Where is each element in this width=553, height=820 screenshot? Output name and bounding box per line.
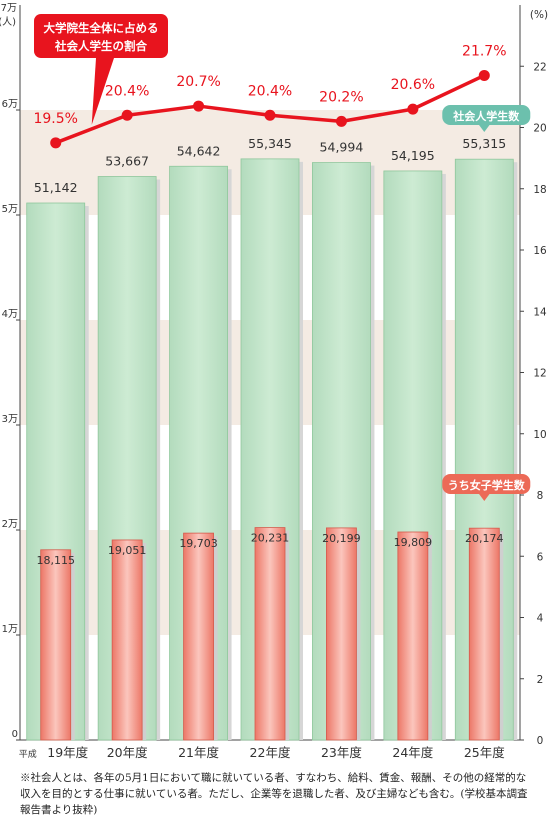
line-point-label: 20.4% — [105, 83, 149, 99]
bar-female-students — [183, 532, 214, 741]
right-tick-label: 6 — [537, 551, 544, 563]
right-axis-unit: (%) — [530, 9, 548, 21]
bar-female-students — [468, 527, 500, 741]
bar-female-students — [326, 527, 357, 741]
legend-tag-pointer — [478, 124, 491, 132]
bar-label-social-students: 54,994 — [320, 140, 364, 155]
legend-label-social-students: 社会人学生数 — [452, 109, 520, 123]
right-tick-label: 18 — [533, 184, 546, 196]
left-tick-label: 1万 — [2, 624, 18, 635]
left-axis-unit: (人) — [0, 16, 16, 28]
bar-label-female-students: 18,115 — [36, 554, 75, 567]
left-tick-label: 0 — [12, 729, 18, 740]
line-point — [121, 109, 133, 121]
line-point-label: 20.6% — [391, 77, 435, 93]
right-tick-label: 2 — [537, 674, 544, 686]
line-callout-tail — [91, 58, 114, 125]
line-point — [478, 69, 490, 81]
bar-label-female-students: 19,809 — [394, 536, 433, 549]
legend-tag-pointer — [478, 493, 491, 501]
right-tick-label: 16 — [533, 245, 547, 257]
bar-female-students — [111, 539, 143, 741]
right-tick-label: 0 — [537, 735, 544, 747]
left-tick-label: 2万 — [2, 519, 18, 530]
bar-label-social-students: 51,142 — [34, 180, 78, 195]
right-tick-label: 20 — [533, 123, 546, 135]
category-label: 22年度 — [250, 745, 291, 760]
line-point — [264, 109, 276, 121]
category-label: 19年度 — [47, 745, 88, 760]
left-axis-unit-top: 7万 — [1, 3, 17, 14]
category-label: 20年度 — [107, 745, 148, 760]
line-point-label: 20.2% — [319, 89, 363, 105]
line-series-name: 大学院生全体に占める — [44, 21, 159, 35]
right-tick-label: 14 — [533, 306, 547, 318]
bar-female-students — [40, 549, 72, 741]
left-tick-label: 3万 — [2, 414, 18, 425]
right-tick-label: 10 — [533, 429, 546, 441]
bar-label-social-students: 55,315 — [462, 136, 506, 151]
right-tick-label: 22 — [533, 61, 546, 73]
line-point — [335, 115, 347, 127]
bar-label-female-students: 20,174 — [465, 532, 504, 545]
category-label: 21年度 — [178, 745, 219, 760]
left-tick-label: 4万 — [2, 309, 18, 320]
line-series-name: 社会人学生の割合 — [54, 39, 147, 53]
line-point-label: 21.7% — [462, 43, 506, 59]
legend-label-female-students: うち女子学生数 — [448, 478, 526, 492]
legend-tag-female-students — [442, 474, 531, 494]
right-tick-label: 12 — [533, 368, 546, 380]
category-label: 25年度 — [464, 745, 505, 760]
left-tick-label: 5万 — [2, 204, 18, 215]
line-point-label: 20.7% — [176, 74, 220, 90]
line-point-label: 19.5% — [33, 111, 77, 127]
line-callout-box — [34, 14, 168, 58]
category-prefix: 平成 — [19, 748, 37, 760]
bar-label-female-students: 20,231 — [251, 532, 290, 545]
line-point — [50, 137, 62, 149]
line-point — [407, 103, 419, 115]
category-label: 23年度 — [321, 745, 362, 760]
bar-label-social-students: 55,345 — [248, 136, 292, 151]
line-point — [193, 100, 205, 112]
line-point-label: 20.4% — [248, 83, 292, 99]
bar-label-social-students: 54,195 — [391, 148, 435, 163]
legend-tag-social-students — [442, 105, 531, 125]
bar-label-social-students: 54,642 — [177, 143, 221, 158]
bar-female-students — [397, 531, 429, 741]
bar-female-students — [254, 527, 286, 741]
footnote: ※社会人とは、各年の5月1日において職に就いている者、すなわち、給料、賃金、報酬… — [20, 772, 528, 816]
right-tick-label: 8 — [537, 490, 544, 502]
bar-label-female-students: 19,051 — [108, 544, 147, 557]
bar-label-female-students: 20,199 — [322, 532, 361, 545]
category-label: 24年度 — [392, 745, 433, 760]
bar-label-female-students: 19,703 — [179, 537, 218, 550]
left-tick-label: 6万 — [2, 99, 18, 110]
right-tick-label: 4 — [537, 613, 544, 625]
chart-svg: 0 1万 2万 3万 4万 5万 6万 7万 (人) 0 2 4 6 8 10 12 14 16 18 20 22 (%)… — [0, 3, 548, 760]
bar-label-social-students: 53,667 — [105, 153, 149, 168]
